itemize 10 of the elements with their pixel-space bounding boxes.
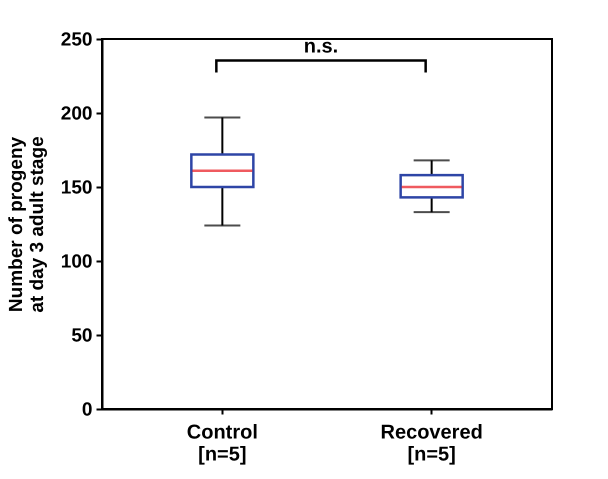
y-tick-label: 50 (71, 326, 92, 346)
y-tick-label: 250 (60, 30, 92, 50)
annotation: n.s. (304, 35, 338, 58)
y-tick-label: 150 (60, 178, 92, 198)
y-tick-label: 200 (60, 104, 92, 124)
y-tick-label: 100 (60, 252, 92, 272)
x-tick-label: Recovered [n=5] (380, 422, 483, 466)
x-tick-label: Control [n=5] (186, 422, 258, 466)
y-axis-title: Number of progeny at day 3 adult stage (6, 136, 48, 313)
y-tick-label: 0 (82, 400, 92, 420)
